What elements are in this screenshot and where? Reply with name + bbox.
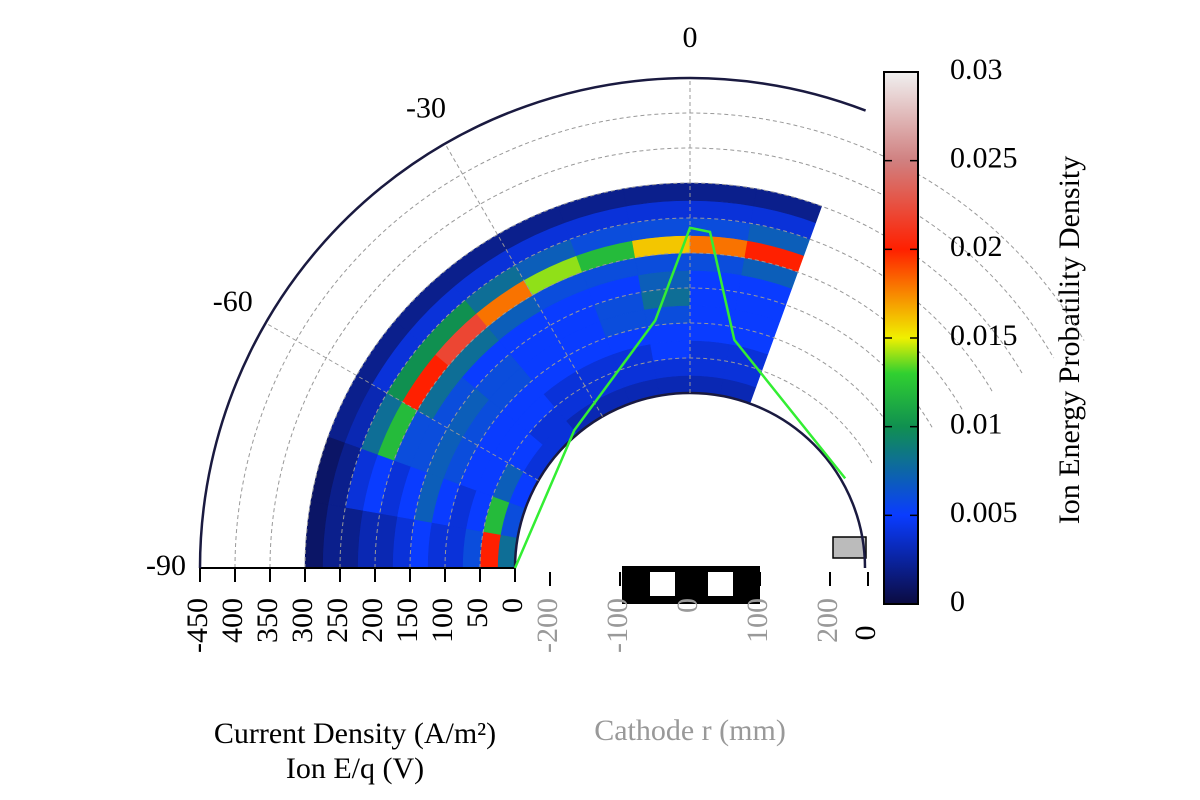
r-tick-label: 150 (391, 598, 424, 643)
cathode-gap (650, 572, 675, 596)
angular-tick-label: 0 (683, 21, 698, 54)
r-tick-label: 50 (461, 598, 494, 628)
heatmap-cell (689, 340, 730, 362)
current-density-title: Current Density (A/m²) (214, 717, 496, 750)
r-tick-label: 300 (286, 598, 319, 643)
grid-circle (234, 112, 1085, 569)
cathode-end-label: 0 (849, 626, 882, 641)
r-tick-label: 200 (356, 598, 389, 643)
radial-axis-title: Ion E/q (V) (286, 752, 424, 785)
outer-arc (198, 76, 867, 569)
cathode-tick-label: 200 (811, 598, 844, 643)
cathode-axis-title: Cathode r (mm) (594, 714, 786, 747)
r-tick-label: 400 (216, 598, 249, 643)
heatmap-cell (479, 531, 501, 569)
current-density-line (513, 226, 847, 569)
grid-circle (304, 182, 1024, 569)
cathode-gap (708, 572, 733, 596)
colorbar-tick-label: 0.01 (950, 408, 1003, 441)
heatmap-cell (653, 357, 691, 379)
grid-circle (374, 252, 964, 569)
grid-circle (409, 287, 933, 569)
anode-block (832, 536, 867, 559)
colorbar-tick-label: 0.02 (950, 230, 1003, 263)
grid-circle (479, 357, 873, 569)
cathode-tick-label: 0 (671, 598, 704, 613)
cathode-tick-label: -100 (601, 598, 634, 653)
angular-tick-label: -60 (213, 285, 253, 318)
r-tick-label: 100 (426, 598, 459, 643)
colorbar-tick-label: 0.015 (950, 319, 1018, 352)
r-tick-label: 0 (496, 598, 529, 613)
r-tick-label: -450 (181, 598, 214, 653)
colorbar-tick-label: 0.03 (950, 53, 1003, 86)
r-tick-label: 350 (251, 598, 284, 643)
angular-grid-line (444, 143, 603, 417)
heatmap-cell (462, 528, 484, 569)
heatmap-cell (647, 322, 691, 345)
colorbar-title: Ion Energy Probatility Density (1053, 156, 1086, 525)
angular-tick-label: -90 (146, 549, 186, 582)
cathode-tick-label: -200 (531, 598, 564, 653)
angular-grid-line (265, 322, 539, 481)
colorbar-tick-label: 0.025 (950, 142, 1018, 175)
heatmap-cell (689, 357, 727, 379)
cathode-tick-label: 100 (741, 598, 774, 643)
angular-tick-label: -30 (406, 92, 446, 125)
r-tick-label: 250 (321, 598, 354, 643)
colorbar-tick-label: 0.005 (950, 496, 1018, 529)
grid-circle (444, 322, 903, 569)
grid-circle (269, 147, 1055, 569)
colorbar-tick-label: 0 (950, 585, 965, 618)
